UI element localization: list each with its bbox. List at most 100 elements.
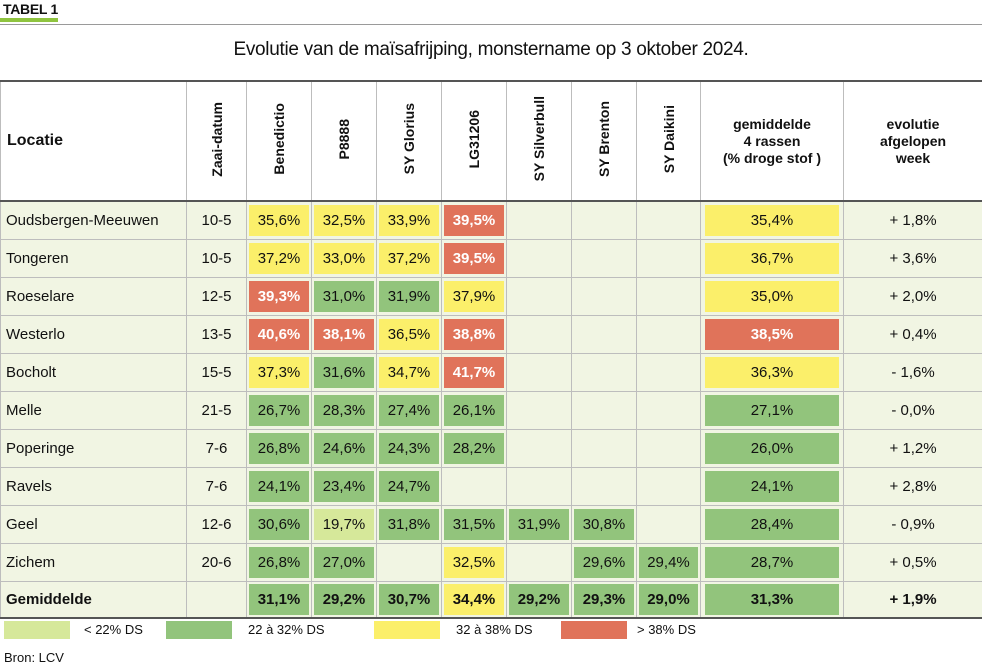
sowing-date-cell: 12-5 bbox=[186, 277, 247, 316]
value-highlight: 24,6% bbox=[314, 433, 374, 464]
average-highlight: 36,7% bbox=[705, 243, 839, 274]
legend-label-red: > 38% DS bbox=[637, 622, 696, 637]
value-highlight: 19,7% bbox=[314, 509, 374, 540]
legend-swatch-red bbox=[561, 621, 627, 639]
value-highlight: 24,3% bbox=[379, 433, 439, 464]
average-value-cell: 28,4% bbox=[700, 505, 844, 544]
value-highlight: 24,1% bbox=[249, 471, 309, 502]
value-cell: 37,3% bbox=[246, 353, 312, 392]
value-highlight: 40,6% bbox=[249, 319, 309, 350]
legend: < 22% DS 22 à 32% DS 32 à 38% DS > 38% D… bbox=[0, 621, 982, 643]
table-row: Melle 21-5 26,7% 28,3% 27,4% 26,1% 27,1% - 0,0% bbox=[0, 391, 982, 430]
average-highlight: 28,4% bbox=[705, 509, 839, 540]
value-highlight: 37,2% bbox=[379, 243, 439, 274]
sowing-date-cell: 12-6 bbox=[186, 505, 247, 544]
value-highlight: 26,1% bbox=[444, 395, 504, 426]
table-row: Tongeren 10-5 37,2% 33,0% 37,2% 39,5% 36,7% + 3… bbox=[0, 239, 982, 278]
value-cell: 31,6% bbox=[311, 353, 377, 392]
average-highlight: 27,1% bbox=[705, 395, 839, 426]
value-highlight: 37,2% bbox=[249, 243, 309, 274]
location-cell: Bocholt bbox=[0, 353, 187, 392]
average-value-cell: 26,0% bbox=[700, 429, 844, 468]
value-cell: 27,0% bbox=[311, 543, 377, 582]
header-row: Locatie Zaai-datum Benedictio P8888 SY G… bbox=[0, 80, 982, 202]
average-value-cell: 36,3% bbox=[700, 353, 844, 392]
value-cell: 30,6% bbox=[246, 505, 312, 544]
value-cell bbox=[506, 239, 572, 278]
location-cell: Geel bbox=[0, 505, 187, 544]
value-cell: 30,7% bbox=[376, 581, 442, 619]
average-highlight: 28,7% bbox=[705, 547, 839, 578]
col-header-evolutie: evolutie afgelopen week bbox=[843, 80, 982, 202]
value-highlight: 39,5% bbox=[444, 243, 504, 274]
value-cell bbox=[636, 505, 701, 544]
value-cell bbox=[506, 543, 572, 582]
evolution-cell: + 1,9% bbox=[843, 581, 982, 619]
average-value-cell: 28,7% bbox=[700, 543, 844, 582]
value-cell bbox=[636, 467, 701, 506]
value-cell bbox=[571, 239, 637, 278]
table-tag: TABEL 1 bbox=[3, 1, 58, 17]
average-highlight: 31,3% bbox=[705, 584, 839, 615]
value-highlight: 34,7% bbox=[379, 357, 439, 388]
legend-swatch-light bbox=[4, 621, 70, 639]
location-cell: Oudsbergen-Meeuwen bbox=[0, 200, 187, 240]
value-cell: 29,2% bbox=[506, 581, 572, 619]
average-highlight: 35,0% bbox=[705, 281, 839, 312]
location-cell: Tongeren bbox=[0, 239, 187, 278]
value-highlight: 35,6% bbox=[249, 205, 309, 236]
average-value-cell: 24,1% bbox=[700, 467, 844, 506]
evolution-cell: + 2,0% bbox=[843, 277, 982, 316]
evolution-cell: + 0,5% bbox=[843, 543, 982, 582]
evolution-cell: + 1,2% bbox=[843, 429, 982, 468]
value-cell bbox=[571, 277, 637, 316]
tag-underline bbox=[0, 18, 58, 22]
value-cell: 38,8% bbox=[441, 315, 507, 354]
value-highlight: 27,4% bbox=[379, 395, 439, 426]
legend-label-yellow: 32 à 38% DS bbox=[456, 622, 533, 637]
value-highlight: 29,4% bbox=[639, 547, 698, 578]
location-cell: Poperinge bbox=[0, 429, 187, 468]
sowing-date-cell: 10-5 bbox=[186, 239, 247, 278]
sowing-date-cell bbox=[186, 581, 247, 619]
col-header-sy-silverbull: SY Silverbull bbox=[506, 80, 572, 202]
average-highlight: 35,4% bbox=[705, 205, 839, 236]
value-cell: 37,9% bbox=[441, 277, 507, 316]
table-title: Evolutie van de maïsafrijping, monsterna… bbox=[233, 39, 749, 60]
value-cell: 19,7% bbox=[311, 505, 377, 544]
table-row: Bocholt 15-5 37,3% 31,6% 34,7% 41,7% 36,3% - 1,… bbox=[0, 353, 982, 392]
col-header-zaai-datum: Zaai-datum bbox=[186, 80, 247, 202]
col-header-gemiddelde: gemiddelde 4 rassen (% droge stof ) bbox=[700, 80, 844, 202]
average-value-cell: 27,1% bbox=[700, 391, 844, 430]
value-cell bbox=[636, 391, 701, 430]
value-cell bbox=[571, 200, 637, 240]
sowing-date-cell: 10-5 bbox=[186, 200, 247, 240]
col-header-locatie: Locatie bbox=[0, 80, 187, 202]
table-row: Poperinge 7-6 26,8% 24,6% 24,3% 28,2% 26,0% + 1… bbox=[0, 429, 982, 468]
value-cell: 31,8% bbox=[376, 505, 442, 544]
value-cell: 24,6% bbox=[311, 429, 377, 468]
value-cell bbox=[636, 315, 701, 354]
evolution-cell: + 0,4% bbox=[843, 315, 982, 354]
evolution-cell: - 0,0% bbox=[843, 391, 982, 430]
col-header-benedictio: Benedictio bbox=[246, 80, 312, 202]
value-cell: 29,3% bbox=[571, 581, 637, 619]
table-row: Roeselare 12-5 39,3% 31,0% 31,9% 37,9% 35,0% + … bbox=[0, 277, 982, 316]
col-header-sy-daikini: SY Daikini bbox=[636, 80, 701, 202]
value-cell: 37,2% bbox=[376, 239, 442, 278]
average-value-cell: 35,0% bbox=[700, 277, 844, 316]
value-cell bbox=[571, 353, 637, 392]
location-cell: Roeselare bbox=[0, 277, 187, 316]
value-cell: 29,0% bbox=[636, 581, 701, 619]
top-divider bbox=[0, 24, 982, 25]
sowing-date-cell: 7-6 bbox=[186, 467, 247, 506]
value-highlight: 30,7% bbox=[379, 584, 439, 615]
value-cell bbox=[571, 429, 637, 468]
value-highlight: 41,7% bbox=[444, 357, 504, 388]
average-row: Gemiddelde 31,1% 29,2% 30,7% 34,4% 29,2% 29,3%… bbox=[0, 581, 982, 619]
value-highlight: 39,3% bbox=[249, 281, 309, 312]
value-highlight: 29,2% bbox=[314, 584, 374, 615]
value-cell: 34,7% bbox=[376, 353, 442, 392]
table-row: Geel 12-6 30,6% 19,7% 31,8% 31,5% 31,9% 30,8% 28… bbox=[0, 505, 982, 544]
value-cell bbox=[506, 353, 572, 392]
